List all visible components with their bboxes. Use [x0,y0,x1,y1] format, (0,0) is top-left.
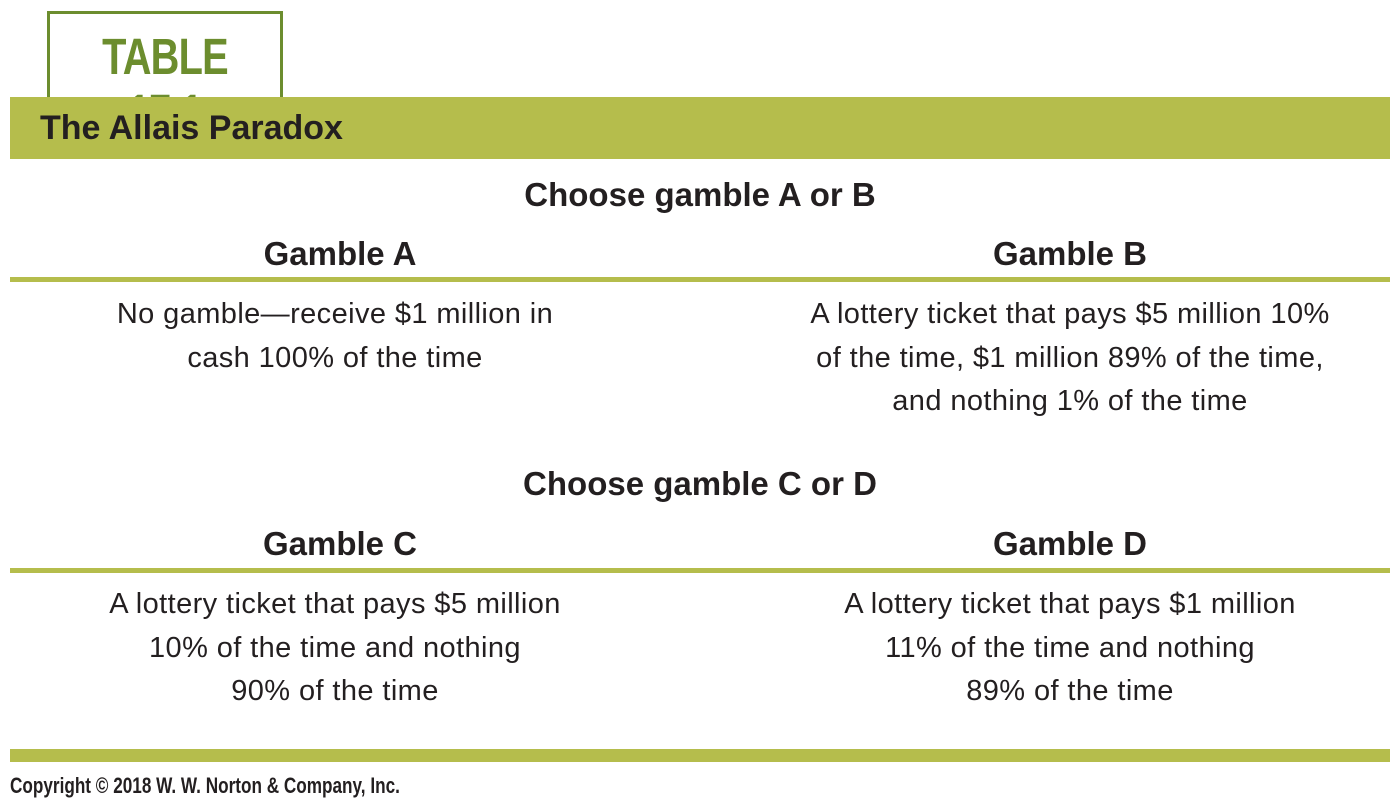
gamble-a-description: No gamble—receive $1 million in cash 100… [60,293,610,380]
gamble-d-line: A lottery ticket that pays $1 million [844,588,1296,620]
gamble-c-line: 10% of the time and nothing [149,631,521,664]
gamble-a-heading: Gamble A [263,235,417,272]
gamble-b-line: A lottery ticket that pays $5 million 10… [810,298,1330,330]
gamble-a-line: No gamble—receive $1 million in [116,298,554,330]
gamble-b-line: of the time, $1 million 89% of the time, [816,341,1324,374]
gamble-d-heading: Gamble D [992,525,1148,562]
gamble-b-heading: Gamble B [992,235,1148,272]
gamble-b-line: and nothing 1% of the time [892,385,1248,417]
section-heading-cd: Choose gamble C or D [523,465,877,502]
section-heading-ab: Choose gamble A or B [524,176,876,213]
table-title: The Allais Paradox [40,109,343,147]
gamble-a-line: cash 100% of the time [187,341,483,374]
gamble-c-line: 90% of the time [231,675,439,707]
section-ab-divider [10,277,1390,282]
section-cd-divider [10,568,1390,573]
title-band: The Allais Paradox [10,97,1390,159]
gamble-d-line: 89% of the time [966,675,1174,707]
gamble-c-heading: Gamble C [262,525,418,562]
gamble-d-line: 11% of the time and nothing [885,631,1255,664]
gamble-c-description: A lottery ticket that pays $5 million 10… [60,583,610,714]
gamble-d-description: A lottery ticket that pays $1 million 11… [760,583,1380,714]
bottom-rule [10,749,1390,762]
table-number-label: TABLE 17.1 [47,11,283,141]
copyright-notice: Copyright © 2018 W. W. Norton & Company,… [10,773,400,798]
gamble-b-description: A lottery ticket that pays $5 million 10… [760,293,1380,424]
gamble-c-line: A lottery ticket that pays $5 million [109,588,561,620]
